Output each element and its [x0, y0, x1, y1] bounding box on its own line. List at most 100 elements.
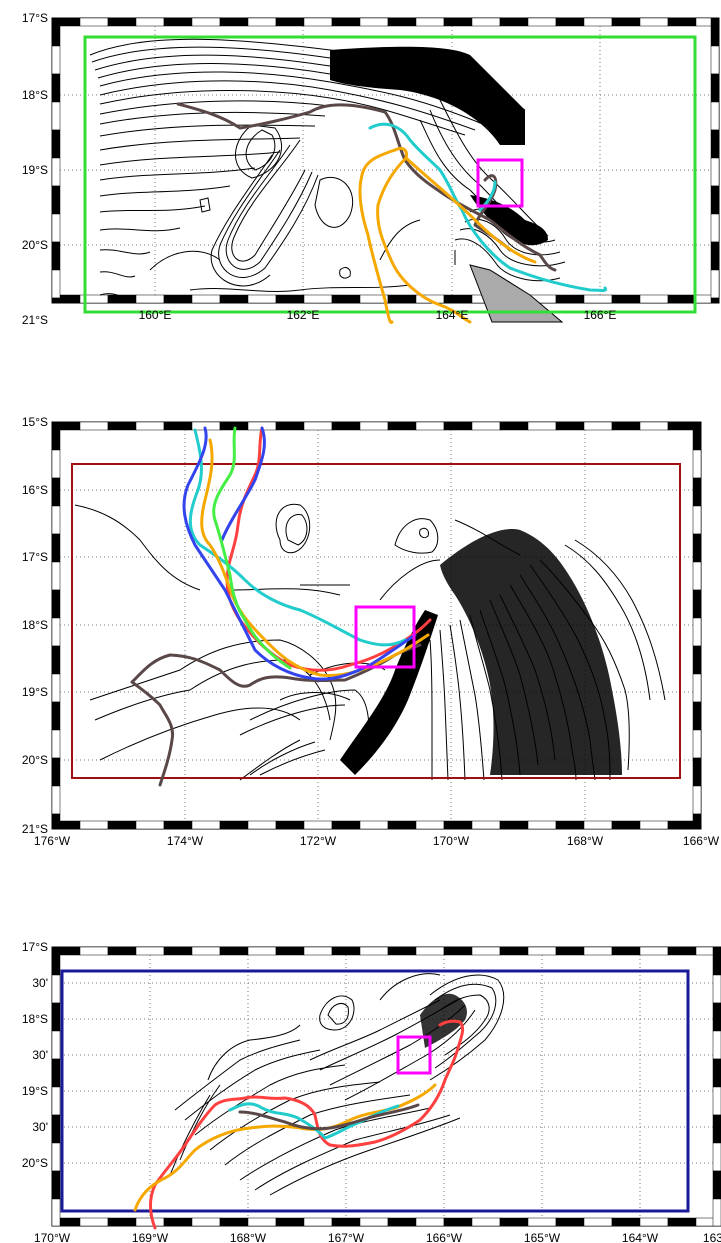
- map3-drifter-tracks: [133, 1019, 465, 1230]
- map3-border-bottom-seg: [163, 1217, 193, 1227]
- map2-border-bottom-seg: [387, 820, 417, 830]
- map2-border-top-seg: [135, 421, 165, 431]
- map1-border-bottom-seg: [247, 294, 277, 304]
- map1-border-top-seg: [191, 17, 221, 27]
- map2-border-bottom-seg: [79, 820, 109, 830]
- map3-lon-tick-label: 169°W: [132, 1231, 169, 1243]
- map3-border-bottom-seg: [135, 1217, 165, 1227]
- map1-lon-tick-label: 164°E: [436, 308, 469, 322]
- map3-border-bottom-seg: [219, 1217, 249, 1227]
- map2-border-right-seg: [692, 617, 702, 647]
- map3-border-bottom-seg: [303, 1217, 333, 1227]
- map1-border-left-seg: [51, 241, 61, 271]
- map1-border-top-seg: [135, 17, 165, 27]
- map3-tick-labels: 170°W 169°W 168°W 167°W 166°W 165°W 164°W 163°W…: [22, 940, 721, 1243]
- map3-border-bottom-seg: [443, 1217, 473, 1227]
- map1-border-left-seg: [51, 185, 61, 215]
- map2-border-right-seg: [692, 561, 702, 591]
- map1-border-bottom-seg: [219, 294, 249, 304]
- map1-border-top-seg: [611, 17, 641, 27]
- map2-border-right-seg: [692, 421, 702, 451]
- map2-border-top-seg: [107, 421, 137, 431]
- map1-border-right-seg: [710, 45, 720, 75]
- map3-border-bottom-seg: [415, 1217, 445, 1227]
- map3-border-top-seg: [219, 946, 249, 956]
- map2-border-left-seg: [51, 785, 61, 815]
- map1-border-left-seg: [51, 101, 61, 131]
- map2-border-bottom-seg: [667, 820, 697, 830]
- map3-border-bottom-seg: [247, 1217, 277, 1227]
- map2-lat-tick-label: 19°S: [22, 685, 48, 699]
- map1-lat-tick-label: 18°S: [22, 88, 48, 102]
- map1-border-right-seg: [710, 101, 720, 131]
- map2-deployment-box: [354, 605, 416, 669]
- map3-border-top-seg: [191, 946, 221, 956]
- map3-gridlines: [60, 955, 713, 1218]
- map3-border-bottom-seg: [611, 1217, 641, 1227]
- map1-border-top-seg: [219, 17, 249, 27]
- map2-lat-tick-label: 18°S: [22, 618, 48, 632]
- map3-lat-tick-label: 18°S: [22, 1012, 48, 1026]
- map1-border-bottom-seg: [135, 294, 165, 304]
- map3-border-bottom-seg: [471, 1217, 501, 1227]
- map2-track-lime: [212, 426, 292, 670]
- map2-border-right-seg: [692, 645, 702, 675]
- map1-border-bottom-seg: [639, 294, 669, 304]
- map3-lon-tick-label: 167°W: [328, 1231, 365, 1243]
- map2-border-right-seg: [692, 589, 702, 619]
- map1-border-bottom-seg: [303, 294, 333, 304]
- map3-border-bottom-seg: [583, 1217, 613, 1227]
- map1-border-top-seg: [387, 17, 417, 27]
- map2-border-top-seg: [471, 421, 501, 431]
- map1-border-top-seg: [331, 17, 361, 27]
- map1-border-left-seg: [51, 73, 61, 103]
- map2-lat-tick-label: 16°S: [22, 483, 48, 497]
- map2-track-brown: [130, 643, 422, 787]
- map2-border-top-seg: [415, 421, 445, 431]
- map3-checkered-border: [51, 946, 721, 1227]
- map2-border-right-seg: [692, 449, 702, 479]
- map1-border-bottom-seg: [611, 294, 641, 304]
- map1-border-top-seg: [415, 17, 445, 27]
- map2-border-bottom-seg: [639, 820, 669, 830]
- map2-border-right-seg: [692, 785, 702, 815]
- map1-border-left-seg: [51, 157, 61, 187]
- map3-border-right-seg: [712, 974, 721, 1004]
- map2-border-right-seg: [692, 477, 702, 507]
- map3-lon-tick-label: 163°W: [703, 1231, 721, 1243]
- map3-lon-tick-label: 165°W: [524, 1231, 561, 1243]
- map1-border-bottom-seg: [667, 294, 697, 304]
- map1-border-top-seg: [247, 17, 277, 27]
- map1-track-orange-c: [404, 156, 537, 264]
- map3-border-left-seg: [51, 1058, 61, 1088]
- map1-lat-tick-label: 21°S: [22, 313, 48, 327]
- map1-border-right-seg: [710, 17, 720, 47]
- map3-border-bottom-seg: [359, 1217, 389, 1227]
- map2-border-right-seg: [692, 701, 702, 731]
- map2-border-bottom-seg: [219, 820, 249, 830]
- map3-border-top-seg: [583, 946, 613, 956]
- map1-lon-tick-label: 166°E: [584, 308, 617, 322]
- map3-dense-contour-band: [420, 993, 467, 1048]
- map3-border-top-seg: [387, 946, 417, 956]
- map3-border-top-seg: [331, 946, 361, 956]
- map1-border-bottom-seg: [331, 294, 361, 304]
- map2-border-bottom-seg: [443, 820, 473, 830]
- map3-border-left-seg: [51, 974, 61, 1004]
- map3-border-left-seg: [51, 1170, 61, 1200]
- map2-border-bottom-seg: [555, 820, 585, 830]
- map2-border-left-seg: [51, 673, 61, 703]
- map3-border-bottom-seg: [667, 1217, 697, 1227]
- map2-border-left-seg: [51, 729, 61, 759]
- map1-track-orange: [358, 148, 397, 325]
- map1-border-top-seg: [471, 17, 501, 27]
- map2-track-blue-b: [220, 426, 266, 542]
- map2-border-top-seg: [583, 421, 613, 431]
- map-panel-1: 160°E 162°E 164°E 166°E 17°S 18°S 19°S 20°S 21°S: [22, 11, 720, 327]
- map3-border-left-seg: [51, 946, 61, 976]
- map3-border-bottom-seg: [387, 1217, 417, 1227]
- map3-border-top-seg: [639, 946, 669, 956]
- map2-border-top-seg: [387, 421, 417, 431]
- map2-border-bottom-seg: [331, 820, 361, 830]
